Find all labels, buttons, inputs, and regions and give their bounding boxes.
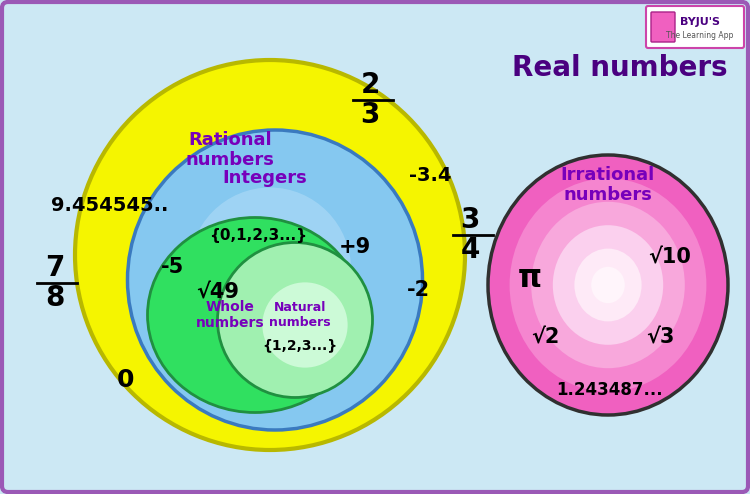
Ellipse shape <box>509 178 706 392</box>
Text: √3: √3 <box>646 328 674 348</box>
Text: π: π <box>518 263 542 292</box>
Text: The Learning App: The Learning App <box>666 31 734 40</box>
Text: -5: -5 <box>161 257 184 277</box>
Ellipse shape <box>488 155 728 415</box>
Ellipse shape <box>148 217 362 412</box>
Text: Whole
numbers: Whole numbers <box>196 300 264 330</box>
Text: 3: 3 <box>360 101 380 129</box>
Text: 8: 8 <box>45 284 64 312</box>
Ellipse shape <box>531 202 685 368</box>
FancyBboxPatch shape <box>651 12 675 42</box>
Text: Integers: Integers <box>223 169 308 187</box>
Text: +9: +9 <box>339 237 371 257</box>
Text: Natural
numbers: Natural numbers <box>269 301 331 329</box>
FancyBboxPatch shape <box>646 6 744 48</box>
Text: √49: √49 <box>196 283 239 303</box>
Text: {1,2,3...}: {1,2,3...} <box>262 338 338 352</box>
Text: 3: 3 <box>460 206 480 234</box>
Text: 0: 0 <box>116 368 134 392</box>
Ellipse shape <box>553 225 663 345</box>
Text: -3.4: -3.4 <box>409 165 452 184</box>
Ellipse shape <box>75 60 465 450</box>
Text: Rational
numbers: Rational numbers <box>185 130 274 169</box>
Text: BYJU'S: BYJU'S <box>680 17 720 27</box>
Text: Real numbers: Real numbers <box>512 54 728 82</box>
Ellipse shape <box>189 188 351 353</box>
Ellipse shape <box>128 130 422 430</box>
Text: Irrational
numbers: Irrational numbers <box>561 165 656 205</box>
Text: √10: √10 <box>649 248 692 268</box>
Ellipse shape <box>591 267 625 303</box>
Ellipse shape <box>262 283 347 368</box>
Text: √2: √2 <box>531 328 560 348</box>
Text: {0,1,2,3...}: {0,1,2,3...} <box>209 228 307 243</box>
Text: 1.243487...: 1.243487... <box>556 381 663 399</box>
Text: 2: 2 <box>360 71 380 99</box>
Text: 7: 7 <box>45 254 64 282</box>
Text: -2: -2 <box>406 280 430 300</box>
Text: 4: 4 <box>460 236 480 264</box>
Text: 9.454545..: 9.454545.. <box>51 196 169 214</box>
Ellipse shape <box>217 243 373 398</box>
Ellipse shape <box>574 248 641 322</box>
